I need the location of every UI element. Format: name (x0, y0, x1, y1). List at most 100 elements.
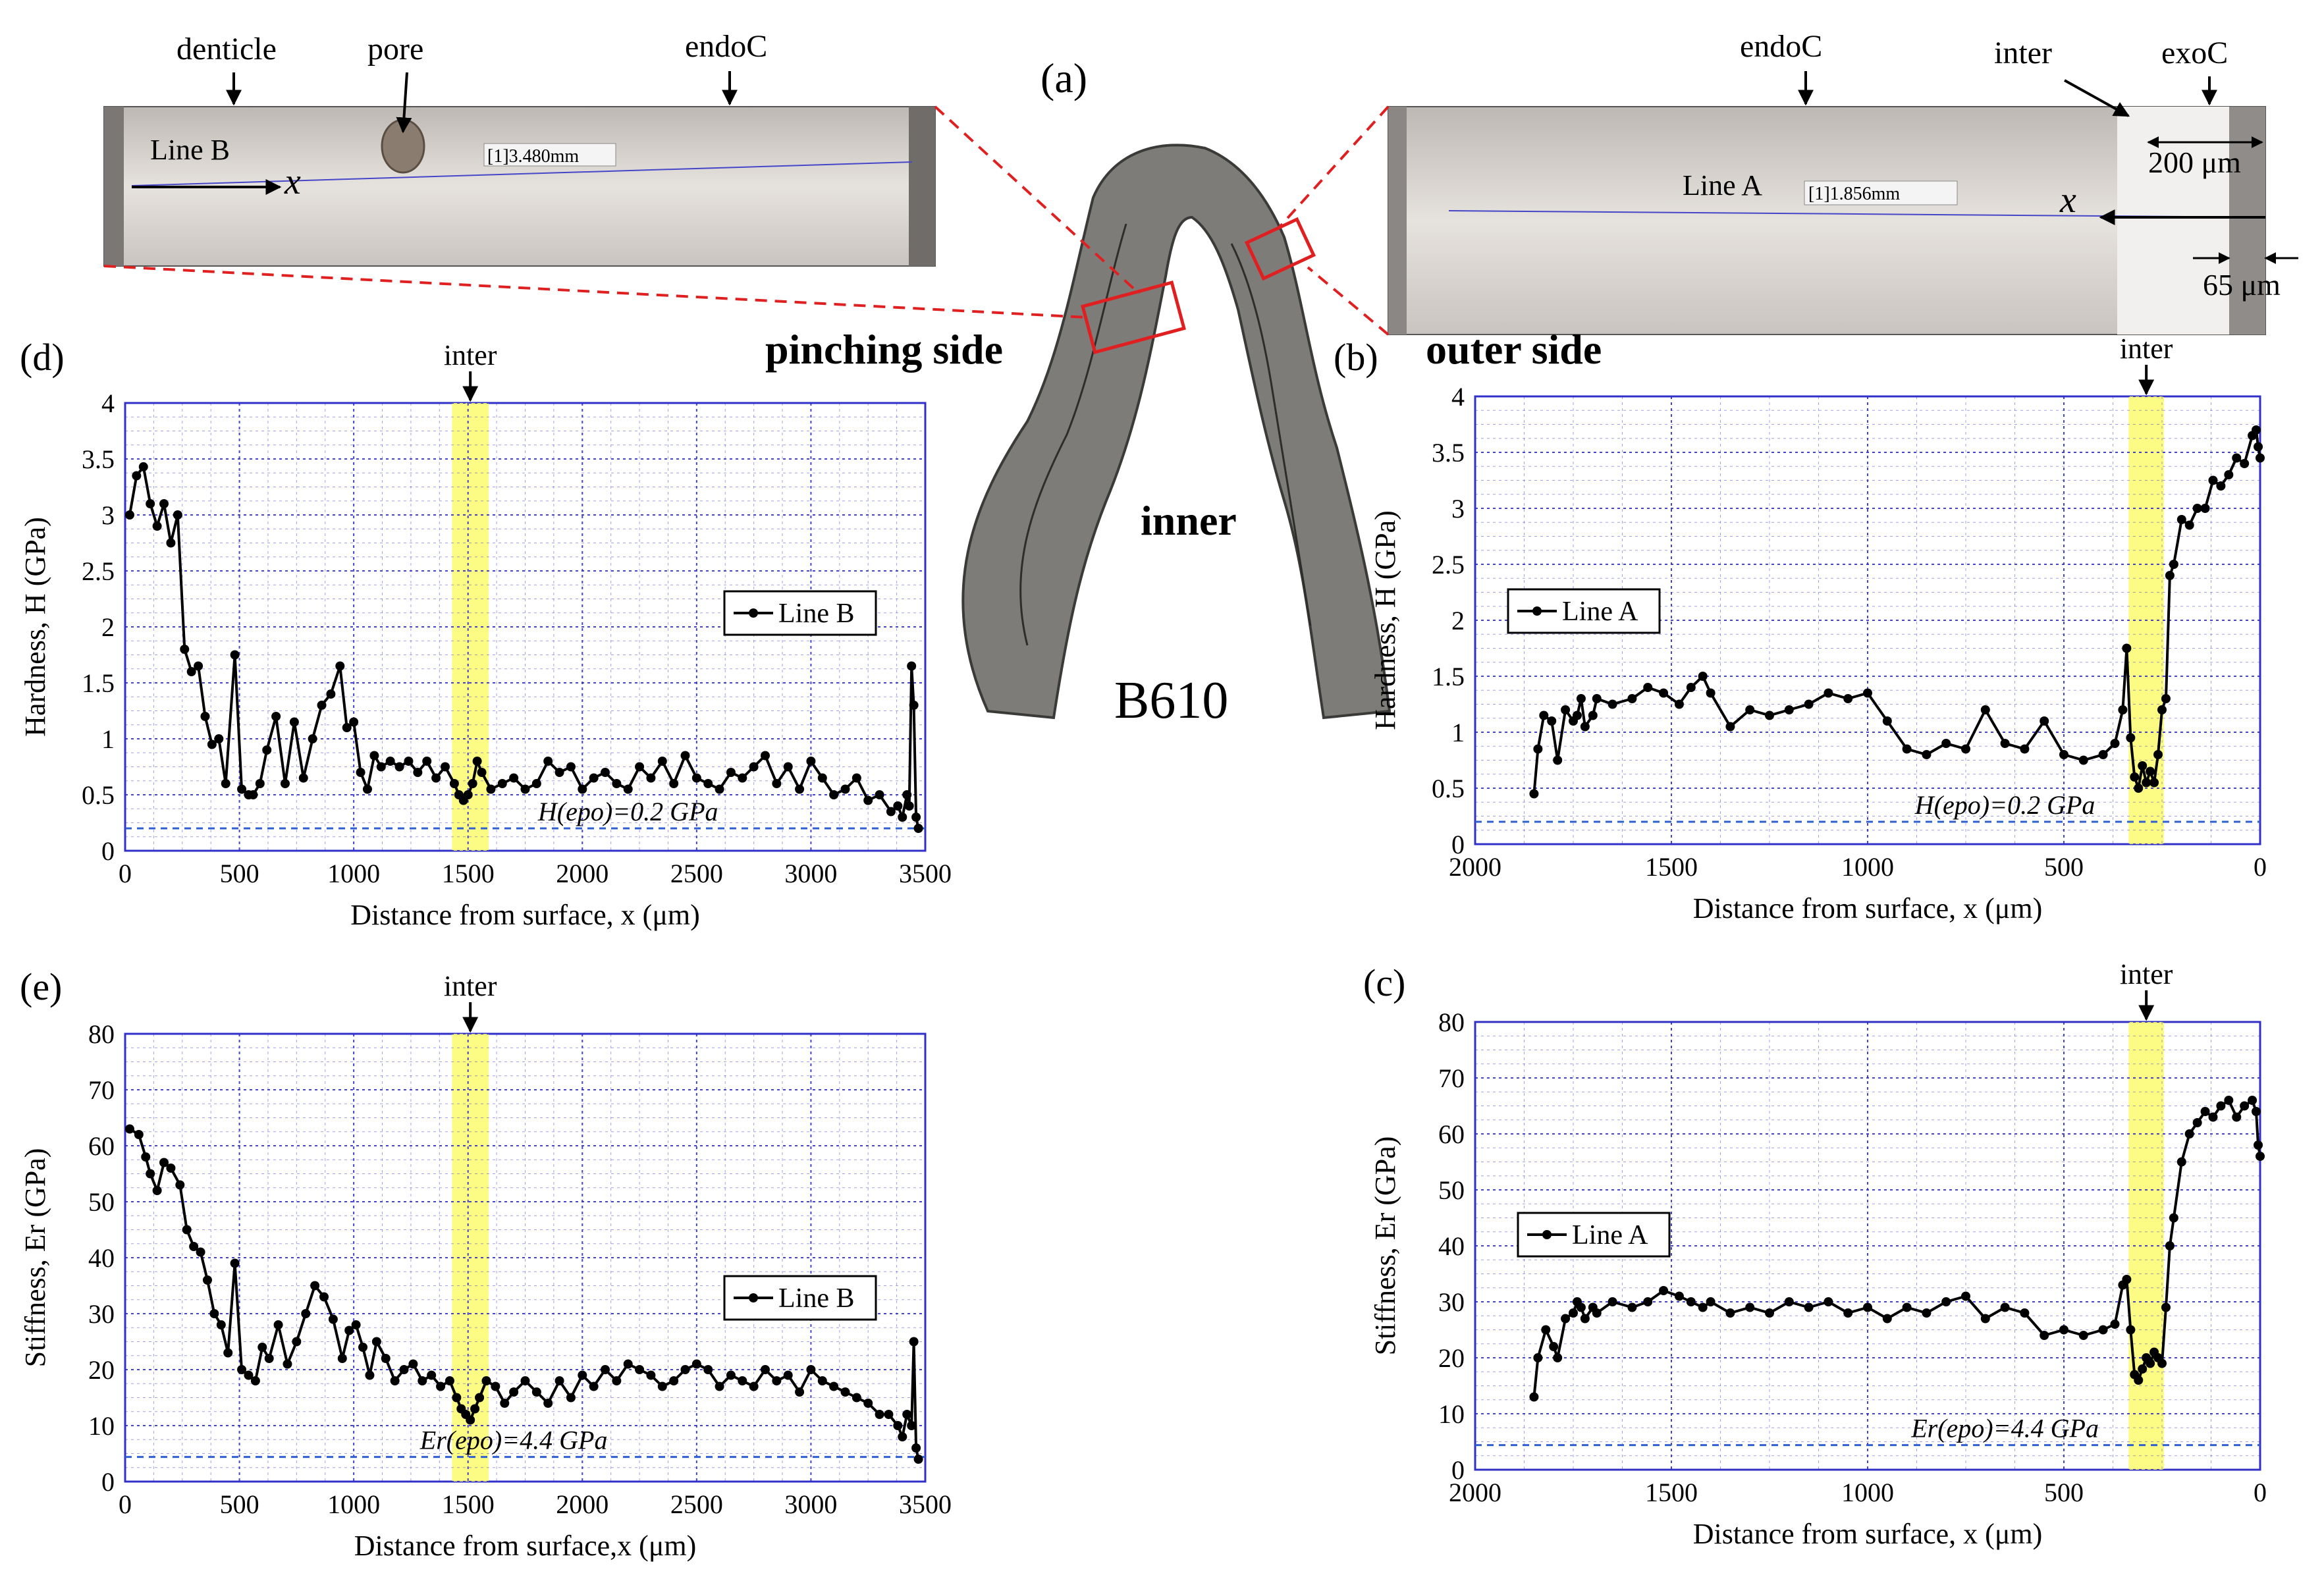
data-point (326, 689, 336, 699)
data-point (578, 1370, 587, 1380)
x-tick-label: 3000 (784, 859, 837, 888)
data-point (1569, 1308, 1578, 1318)
y-tick-label: 40 (1438, 1231, 1465, 1261)
data-point (472, 757, 482, 766)
data-point (481, 1376, 491, 1385)
data-point (1804, 1302, 1814, 1312)
data-point (531, 1387, 541, 1397)
data-point (2118, 705, 2128, 714)
data-point (715, 784, 724, 794)
data-point (298, 773, 308, 783)
data-point (194, 661, 203, 671)
data-point (851, 1393, 861, 1403)
data-point (124, 1124, 134, 1134)
y-tick-label: 1.5 (1432, 662, 1465, 691)
inter-label: inter (2120, 333, 2173, 365)
data-point (1592, 694, 1602, 703)
endoc-left-label: endoC (685, 29, 767, 64)
x-tick-label: 2000 (1449, 852, 1501, 882)
data-point (851, 773, 861, 783)
inter-label: inter (2120, 958, 2173, 990)
data-point (463, 790, 473, 799)
data-point (2146, 766, 2155, 776)
data-point (795, 784, 805, 794)
data-point (806, 1365, 816, 1374)
data-point (2176, 1157, 2186, 1167)
x-tick-label: 500 (2044, 852, 2084, 882)
data-point (2165, 571, 2175, 580)
chart-stiffness-line-b: (e) 0 500 1000 1500 2000 2500 3000 3500 0 10 20 30 40… (19, 965, 952, 1562)
data-point (612, 1376, 622, 1385)
data-point (772, 779, 782, 788)
data-point (578, 784, 587, 794)
data-point (829, 790, 839, 799)
data-point (328, 1314, 338, 1324)
data-point (2256, 453, 2265, 463)
data-point (772, 1376, 782, 1385)
y-tick-label: 10 (1438, 1399, 1465, 1429)
data-point (1902, 744, 1912, 754)
epoxy-reference-label: Er(epo)=4.4 GPa (419, 1426, 608, 1455)
data-point (2240, 459, 2250, 468)
epoxy-reference-label: Er(epo)=4.4 GPa (1910, 1414, 2099, 1443)
data-point (1674, 1291, 1684, 1301)
data-point (237, 784, 247, 794)
inter-label: inter (444, 339, 497, 371)
data-point (635, 1365, 645, 1374)
data-point (2248, 1096, 2257, 1105)
line-b-label: Line B (150, 134, 230, 166)
data-point (2192, 504, 2202, 513)
x-tick-label: 3000 (784, 1489, 837, 1519)
data-point (703, 779, 713, 788)
data-point (623, 1359, 633, 1369)
inter-label: inter (444, 970, 497, 1002)
data-point (2126, 733, 2136, 743)
legend-marker (749, 1293, 758, 1302)
x-tick-label: 1000 (1841, 1478, 1894, 1507)
data-point (214, 734, 224, 743)
data-point (1553, 1353, 1563, 1362)
x-axis-label: Distance from surface,x (μm) (354, 1530, 697, 1562)
x-tick-label: 3500 (899, 859, 952, 888)
y-tick-label: 70 (88, 1075, 115, 1105)
data-point (390, 1376, 400, 1385)
data-point (913, 1455, 923, 1464)
x-tick-label: 0 (119, 859, 132, 888)
data-point (913, 824, 923, 833)
data-point (1686, 683, 1696, 692)
y-tick-label: 20 (88, 1355, 115, 1385)
data-point (2161, 1302, 2171, 1312)
data-point (623, 784, 633, 794)
y-tick-label: 1 (1451, 718, 1465, 747)
legend-label: Line A (1572, 1220, 1648, 1250)
data-point (1980, 1314, 1990, 1324)
data-point (601, 768, 610, 777)
data-point (2184, 1129, 2194, 1139)
y-tick-label: 1 (101, 724, 115, 754)
y-tick-label: 10 (88, 1411, 115, 1441)
data-point (422, 757, 432, 766)
data-point (1698, 1302, 1708, 1312)
data-point (715, 1381, 724, 1391)
y-tick-label: 80 (1438, 1007, 1465, 1037)
data-point (2138, 1364, 2148, 1374)
data-point (2040, 716, 2049, 726)
data-point (200, 712, 210, 721)
data-point (2153, 750, 2163, 759)
x-tick-label: 0 (2254, 852, 2267, 882)
x-tick-label: 500 (2044, 1478, 2084, 1507)
y-tick-label: 1.5 (82, 668, 115, 698)
data-point (365, 1370, 375, 1380)
panel-label: (e) (20, 965, 62, 1008)
line-a-label: Line A (1683, 169, 1762, 201)
data-point (2157, 1358, 2167, 1368)
panel-label: (d) (20, 336, 65, 379)
data-point (141, 1152, 151, 1162)
data-point (1745, 1302, 1755, 1312)
data-point (166, 538, 176, 548)
data-point (1902, 1302, 1912, 1312)
data-point (202, 1275, 212, 1285)
data-point (152, 1186, 162, 1195)
data-point (1725, 722, 1735, 732)
data-point (134, 1130, 144, 1139)
